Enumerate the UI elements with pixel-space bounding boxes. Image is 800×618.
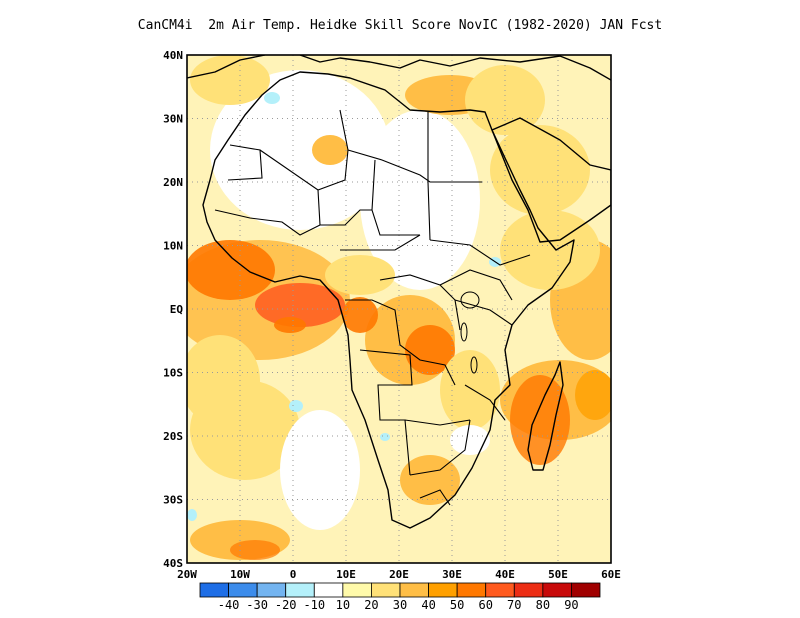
- colorbar-label: 90: [564, 598, 578, 612]
- lat-tick-label: 20N: [163, 176, 183, 189]
- colorbar-label: 40: [421, 598, 435, 612]
- lat-tick-label: 10N: [163, 240, 183, 253]
- colorbar-swatch: [456, 582, 487, 598]
- colorbar-label: 10: [336, 598, 350, 612]
- colorbar-swatch: [571, 582, 601, 598]
- colorbar-label: -40: [218, 598, 240, 612]
- lat-tick-label: 40N: [163, 49, 183, 62]
- skill-score-field: [187, 55, 611, 563]
- lon-tick-label: 30E: [442, 568, 462, 581]
- lon-tick-label: 0: [290, 568, 297, 581]
- lakes: [460, 291, 480, 374]
- lon-tick-label: 40E: [495, 568, 515, 581]
- colorbar-label: -30: [246, 598, 268, 612]
- graticule: [187, 55, 611, 563]
- latitude-axis-labels: 40N 30N 20N 10N EQ 10S 20S 30S 40S: [163, 49, 183, 570]
- lat-tick-label: 30N: [163, 113, 183, 126]
- colorbar-label: 80: [536, 598, 550, 612]
- colorbar-label: 50: [450, 598, 464, 612]
- colorbar-labels: -40 -30 -20 -10 10 20 30 40 50 60 70 80 90: [218, 598, 579, 612]
- colorbar-swatch: [342, 582, 372, 598]
- colorbar-swatch: [513, 582, 544, 598]
- map-title: CanCM4i 2m Air Temp. Heidke Skill Score …: [137, 18, 663, 33]
- colorbar-swatch: [199, 582, 229, 598]
- colorbar-label: 20: [364, 598, 378, 612]
- colorbar-swatch: [542, 582, 572, 598]
- lon-tick-label: 10E: [336, 568, 356, 581]
- colorbar-swatch: [228, 582, 258, 598]
- map-frame: [186, 54, 612, 564]
- colorbar-swatch: [485, 582, 515, 598]
- colorbar-label: 70: [507, 598, 521, 612]
- longitude-axis-labels: 20W 10W 0 10E 20E 30E 40E 50E 60E: [177, 568, 621, 581]
- colorbar-label: -10: [303, 598, 325, 612]
- colorbar-swatch: [428, 582, 458, 598]
- lon-tick-label: 10W: [230, 568, 250, 581]
- lat-tick-label: 40S: [163, 557, 183, 570]
- colorbar: [199, 582, 601, 598]
- colorbar-swatch: [256, 582, 287, 598]
- coastline-africa: [187, 55, 611, 529]
- lat-tick-label: 30S: [163, 494, 183, 507]
- lat-tick-label: 20S: [163, 430, 183, 443]
- country-borders: [214, 109, 531, 506]
- lon-tick-label: 60E: [601, 568, 621, 581]
- lat-tick-label: EQ: [170, 303, 184, 316]
- lon-tick-label: 50E: [548, 568, 568, 581]
- colorbar-swatch: [371, 582, 401, 598]
- colorbar-swatch: [399, 582, 429, 598]
- lon-tick-label: 20E: [389, 568, 409, 581]
- lat-tick-label: 10S: [163, 367, 183, 380]
- lon-tick-label: 20W: [177, 568, 197, 581]
- colorbar-swatch: [285, 582, 315, 598]
- colorbar-label: -20: [275, 598, 297, 612]
- colorbar-swatch: [313, 582, 344, 598]
- colorbar-label: 30: [393, 598, 407, 612]
- colorbar-label: 60: [478, 598, 492, 612]
